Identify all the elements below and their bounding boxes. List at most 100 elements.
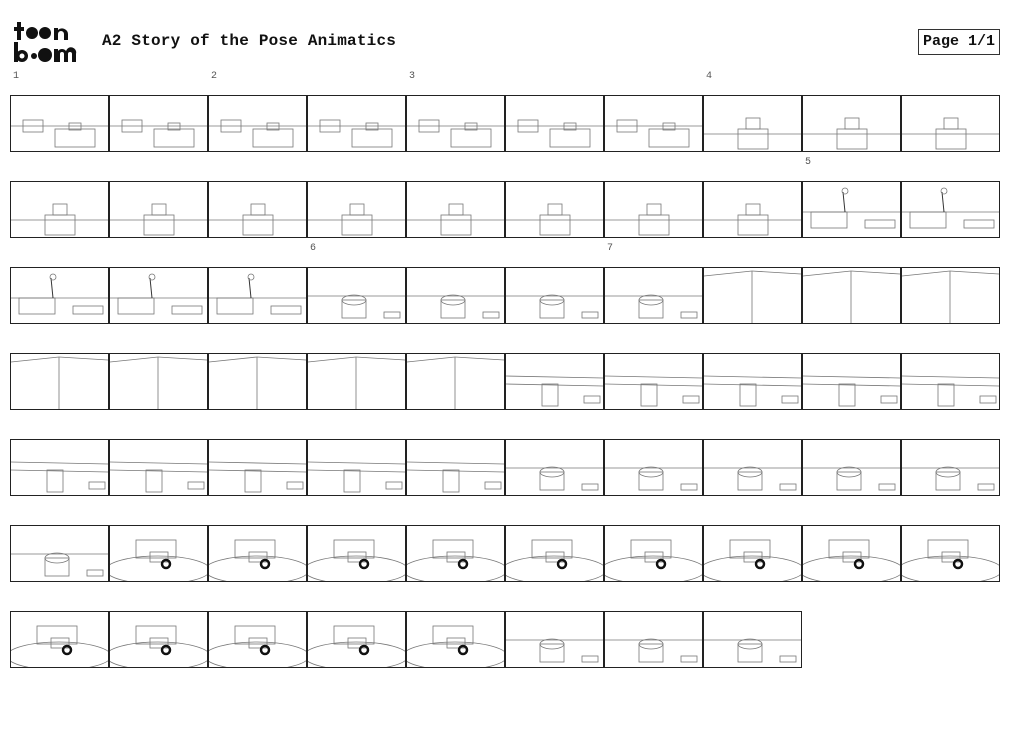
storyboard-panel[interactable]	[703, 439, 802, 496]
storyboard-panel[interactable]	[901, 525, 1000, 582]
storyboard-panel[interactable]	[802, 353, 901, 410]
panel-sketch	[803, 270, 900, 323]
storyboard-panel[interactable]	[109, 439, 208, 496]
storyboard-panel[interactable]	[406, 267, 505, 324]
storyboard-panel[interactable]	[208, 95, 307, 152]
panel-sketch	[110, 203, 207, 236]
storyboard-panel[interactable]	[10, 611, 109, 668]
panel-sketch	[110, 539, 207, 581]
storyboard-panel[interactable]	[505, 439, 604, 496]
storyboard-panel[interactable]	[604, 525, 703, 582]
storyboard-panel[interactable]	[307, 525, 406, 582]
storyboard-panel[interactable]	[208, 525, 307, 582]
storyboard-panel[interactable]	[604, 611, 703, 668]
storyboard-panel[interactable]	[604, 95, 703, 152]
storyboard-panel[interactable]	[703, 267, 802, 324]
panel-sketch	[902, 270, 999, 323]
panel-sketch	[308, 356, 405, 409]
storyboard-panel[interactable]	[802, 267, 901, 324]
panel-sketch	[704, 466, 801, 491]
toonboom-logo	[12, 20, 90, 64]
storyboard-panel[interactable]	[703, 181, 802, 238]
panel-sketch	[11, 552, 108, 577]
storyboard-panel[interactable]	[10, 353, 109, 410]
storyboard-panel[interactable]	[901, 439, 1000, 496]
panel-sketch	[704, 203, 801, 236]
storyboard-panel[interactable]	[307, 267, 406, 324]
panel-sketch	[209, 203, 306, 236]
storyboard-panel[interactable]	[703, 353, 802, 410]
panel-sketch	[704, 270, 801, 323]
storyboard-panel[interactable]	[208, 181, 307, 238]
storyboard-panel[interactable]	[505, 525, 604, 582]
panel-sketch	[506, 466, 603, 491]
storyboard-panel[interactable]	[406, 525, 505, 582]
storyboard-panel[interactable]	[901, 95, 1000, 152]
storyboard-panel[interactable]	[505, 353, 604, 410]
storyboard-panel[interactable]	[604, 181, 703, 238]
storyboard-panel[interactable]	[307, 439, 406, 496]
page-number: Page 1/1	[918, 29, 1000, 55]
storyboard-panel[interactable]	[802, 181, 901, 238]
panel-sketch	[209, 273, 306, 315]
storyboard-panel[interactable]	[505, 95, 604, 152]
scene-number: 1	[13, 71, 20, 82]
storyboard-panel[interactable]	[604, 439, 703, 496]
storyboard-panel[interactable]	[109, 525, 208, 582]
panel-sketch	[209, 356, 306, 409]
storyboard-panel[interactable]	[10, 439, 109, 496]
storyboard-panel[interactable]	[505, 267, 604, 324]
storyboard-panel[interactable]	[406, 439, 505, 496]
panel-sketch	[308, 203, 405, 236]
storyboard-panel[interactable]	[208, 611, 307, 668]
storyboard-panel[interactable]	[307, 95, 406, 152]
panel-sketch	[209, 625, 306, 667]
storyboard-panel[interactable]	[901, 181, 1000, 238]
storyboard-panel[interactable]	[208, 267, 307, 324]
storyboard-panel[interactable]	[604, 267, 703, 324]
panel-sketch	[902, 466, 999, 491]
storyboard-panel[interactable]	[307, 181, 406, 238]
storyboard-panel[interactable]	[604, 353, 703, 410]
panel-sketch	[110, 119, 207, 148]
storyboard-panel[interactable]	[208, 439, 307, 496]
storyboard-panel[interactable]	[802, 525, 901, 582]
storyboard-panel[interactable]	[703, 95, 802, 152]
storyboard-panel[interactable]	[901, 353, 1000, 410]
storyboard-panel[interactable]	[307, 353, 406, 410]
storyboard-panel[interactable]	[109, 181, 208, 238]
storyboard-panel[interactable]	[703, 611, 802, 668]
panel-sketch	[407, 203, 504, 236]
panel-sketch	[605, 466, 702, 491]
page-title: A2 Story of the Pose Animatics	[102, 32, 397, 50]
storyboard-panel[interactable]	[10, 181, 109, 238]
storyboard-panel[interactable]	[10, 267, 109, 324]
storyboard-panel[interactable]	[10, 525, 109, 582]
storyboard-panel[interactable]	[901, 267, 1000, 324]
storyboard-panel[interactable]	[208, 353, 307, 410]
storyboard-panel[interactable]	[802, 439, 901, 496]
storyboard-panel[interactable]	[505, 181, 604, 238]
storyboard-panel[interactable]	[109, 267, 208, 324]
storyboard-panel[interactable]	[109, 611, 208, 668]
storyboard-panel[interactable]	[109, 95, 208, 152]
panel-sketch	[803, 466, 900, 491]
storyboard-panel[interactable]	[802, 95, 901, 152]
storyboard-panel[interactable]	[109, 353, 208, 410]
panel-sketch	[605, 539, 702, 581]
storyboard-panel[interactable]	[703, 525, 802, 582]
storyboard-panel[interactable]	[406, 181, 505, 238]
storyboard-panel[interactable]	[406, 95, 505, 152]
panel-sketch	[11, 625, 108, 667]
scene-number: 7	[607, 243, 614, 254]
panel-sketch	[902, 117, 999, 150]
storyboard-panel[interactable]	[10, 95, 109, 152]
storyboard-panel[interactable]	[307, 611, 406, 668]
storyboard-panel[interactable]	[406, 611, 505, 668]
panel-sketch	[506, 539, 603, 581]
panel-sketch	[11, 273, 108, 315]
panel-sketch	[209, 539, 306, 581]
storyboard-panel[interactable]	[505, 611, 604, 668]
panel-sketch	[803, 117, 900, 150]
storyboard-panel[interactable]	[406, 353, 505, 410]
